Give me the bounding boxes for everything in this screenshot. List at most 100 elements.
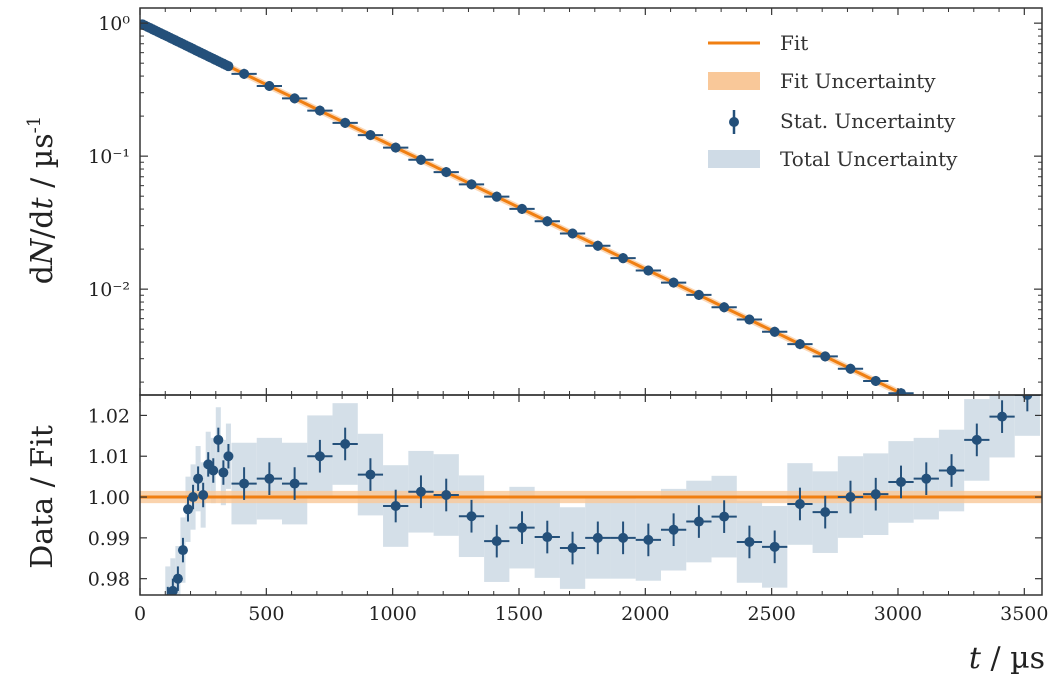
main-point bbox=[769, 326, 780, 337]
main-point bbox=[744, 314, 755, 325]
legend-total-uncertainty-label: Total Uncertainty bbox=[780, 147, 958, 171]
main-point bbox=[365, 130, 376, 141]
ratio-point bbox=[177, 545, 188, 556]
ratio-point bbox=[567, 543, 578, 554]
ratio-point bbox=[167, 585, 178, 595]
main-data-points bbox=[140, 19, 1032, 460]
main-point bbox=[719, 302, 730, 313]
main-point bbox=[491, 191, 502, 202]
ratio-y-tick-label: 0.99 bbox=[88, 528, 130, 550]
main-point bbox=[289, 93, 300, 104]
main-point bbox=[223, 61, 234, 72]
main-fit-curve bbox=[140, 21, 908, 395]
main-point bbox=[921, 401, 931, 411]
main-point bbox=[415, 154, 426, 165]
y-axis-label-main-exponent: -1 bbox=[24, 116, 45, 134]
main-point bbox=[845, 363, 856, 374]
y-axis-label-main: dN/dt / µs-1 bbox=[24, 116, 60, 284]
ratio-y-tick-label: 1.01 bbox=[88, 446, 130, 468]
ratio-point bbox=[188, 492, 199, 503]
ratio-point bbox=[239, 478, 250, 489]
ratio-point bbox=[719, 511, 730, 522]
x-axis-label: t / µs bbox=[969, 641, 1045, 676]
main-point bbox=[947, 413, 957, 423]
y-axis-label-ratio: Data / Fit bbox=[25, 425, 60, 569]
ratio-point bbox=[971, 434, 982, 445]
ratio-total-band bbox=[170, 558, 176, 595]
x-tick-label: 2000 bbox=[621, 603, 669, 625]
legend-fit-uncertainty-label: Fit Uncertainty bbox=[780, 69, 936, 93]
ratio-total-band bbox=[165, 566, 171, 595]
main-frame bbox=[139, 7, 1043, 396]
ratio-point bbox=[997, 411, 1008, 422]
ratio-point bbox=[340, 438, 351, 449]
main-point bbox=[668, 277, 679, 288]
ratio-point bbox=[172, 573, 183, 584]
ratio-y-tick-label: 0.98 bbox=[88, 569, 130, 591]
ratio-point bbox=[896, 476, 907, 487]
x-tick-label: 3000 bbox=[874, 603, 922, 625]
legend-fit-uncertainty-swatch bbox=[708, 72, 760, 90]
ratio-point bbox=[441, 490, 452, 500]
main-point bbox=[517, 203, 528, 214]
main-point bbox=[820, 351, 831, 362]
ratio-point bbox=[794, 498, 805, 509]
x-tick-label: 1000 bbox=[368, 603, 416, 625]
main-point bbox=[870, 375, 881, 386]
ratio-point bbox=[870, 489, 881, 500]
tick-labels: 0 500 1000 1500 2000 2500 3000 3500 10⁰ 10⁻¹ 10⁻² 0… bbox=[88, 13, 1049, 625]
main-point bbox=[542, 216, 553, 227]
y-axis-label-main-text: dN/dt / µs bbox=[25, 133, 60, 284]
ratio-point bbox=[193, 473, 204, 484]
axes-frames bbox=[139, 7, 1043, 596]
ratio-point bbox=[618, 532, 629, 543]
main-point bbox=[239, 68, 250, 79]
ratio-point bbox=[668, 524, 679, 535]
ratio-point bbox=[744, 536, 755, 547]
main-point bbox=[314, 105, 325, 116]
ratio-point bbox=[365, 469, 376, 480]
ratio-point bbox=[542, 532, 553, 543]
ratio-point bbox=[208, 465, 219, 476]
legend-total-uncertainty-swatch bbox=[708, 150, 760, 168]
main-point bbox=[592, 240, 603, 251]
ratio-point bbox=[415, 486, 426, 497]
main-point bbox=[643, 265, 654, 276]
main-point bbox=[441, 167, 452, 178]
ratio-point bbox=[491, 536, 502, 547]
ratio-point bbox=[264, 473, 275, 484]
ratio-point bbox=[693, 516, 704, 527]
ratio-y-tick-label: 1.00 bbox=[88, 487, 130, 509]
main-point bbox=[390, 142, 401, 153]
main-point bbox=[794, 339, 805, 350]
legend: Fit Fit Uncertainty Stat. Uncertainty To… bbox=[708, 31, 958, 171]
ratio-y-tick-label: 1.02 bbox=[88, 405, 130, 427]
legend-fit-label: Fit bbox=[780, 31, 808, 55]
ratio-point bbox=[466, 511, 477, 522]
ratio-point bbox=[643, 534, 654, 545]
x-tick-label: 1500 bbox=[495, 603, 543, 625]
ratio-point bbox=[213, 434, 224, 445]
x-tick-label: 2500 bbox=[747, 603, 795, 625]
axis-ticks bbox=[139, 8, 1042, 595]
ratio-point bbox=[769, 541, 780, 552]
main-point bbox=[340, 117, 351, 128]
ratio-point bbox=[218, 467, 229, 478]
main-point bbox=[567, 228, 578, 239]
main-point bbox=[466, 179, 477, 190]
ratio-point bbox=[198, 490, 209, 500]
ratio-point bbox=[517, 522, 528, 533]
main-point bbox=[1022, 450, 1032, 460]
ratio-fit-layer bbox=[140, 490, 1042, 504]
main-y-tick-label: 10⁻² bbox=[88, 279, 130, 301]
main-point bbox=[618, 253, 629, 264]
svg-text:dN/dt / µs-1: dN/dt / µs-1 bbox=[24, 116, 60, 284]
ratio-point bbox=[946, 465, 957, 476]
main-y-tick-label: 10⁻¹ bbox=[88, 146, 130, 168]
legend-stat-swatch-marker bbox=[729, 117, 739, 127]
main-y-tick-label: 10⁰ bbox=[98, 13, 130, 35]
ratio-point bbox=[183, 504, 194, 515]
ratio-point bbox=[592, 532, 603, 543]
legend-stat-uncertainty-label: Stat. Uncertainty bbox=[780, 109, 956, 133]
